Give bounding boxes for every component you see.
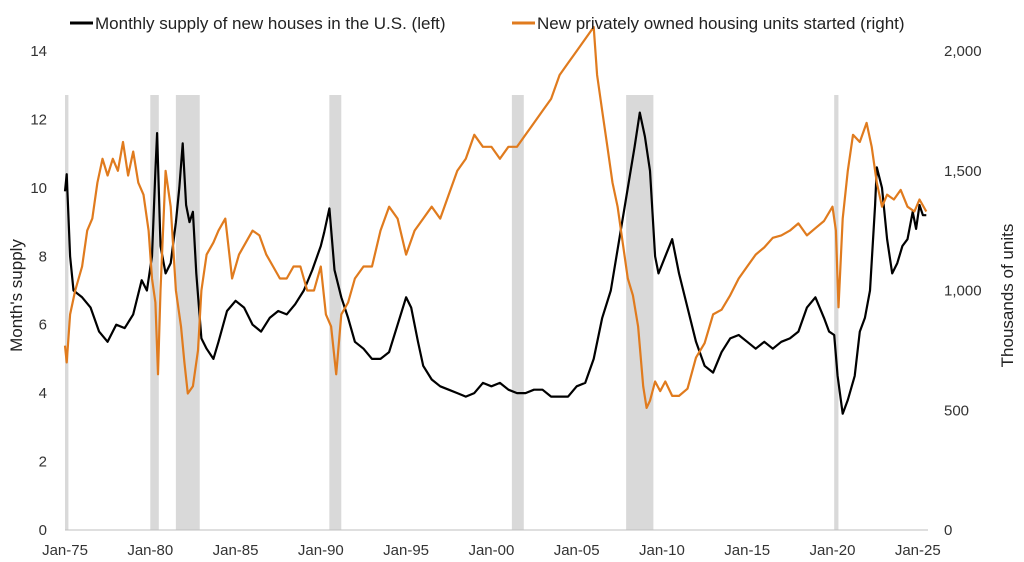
y-left-tick-label: 2 — [39, 454, 47, 471]
y-left-tick-label: 8 — [39, 248, 47, 265]
series-line-housing-starts — [63, 25, 928, 409]
y-left-tick-label: 14 — [30, 43, 47, 60]
recession-band-1 — [150, 95, 159, 530]
legend-label-months-supply: Monthly supply of new houses in the U.S.… — [95, 14, 446, 33]
recession-band-0 — [65, 95, 69, 530]
x-tick-label: Jan-25 — [895, 542, 941, 559]
y-left-tick-label: 4 — [39, 385, 47, 402]
x-tick-label: Jan-05 — [554, 542, 600, 559]
y-right-tick-label: 1,500 — [944, 163, 982, 180]
x-tick-label: Jan-85 — [213, 542, 259, 559]
x-tick-label: Jan-75 — [42, 542, 88, 559]
y-right-tick-label: 500 — [944, 402, 969, 419]
x-tick-label: Jan-20 — [810, 542, 856, 559]
recession-band-2 — [175, 95, 200, 530]
axes: Jan-75 Jan-80 Jan-85 Jan-90 Jan-95 Jan-00 Jan-… — [7, 43, 1017, 559]
series-line-months-supply — [63, 111, 927, 415]
y-right-tick-label: 2,000 — [944, 43, 982, 60]
y-left-tick-label: 10 — [30, 180, 47, 197]
y-right-tick-label: 0 — [944, 522, 952, 539]
y-right-tick-label: 1,000 — [944, 283, 982, 300]
x-tick-label: Jan-80 — [127, 542, 173, 559]
x-tick-label: Jan-00 — [468, 542, 514, 559]
x-tick-label: Jan-10 — [639, 542, 685, 559]
y-left-axis-title: Month's supply — [7, 239, 26, 352]
recession-band-3 — [329, 95, 342, 530]
x-tick-label: Jan-95 — [383, 542, 429, 559]
y-left-tick-label: 6 — [39, 317, 47, 334]
y-left-tick-label: 12 — [30, 111, 47, 128]
y-right-axis-title: Thousands of units — [998, 224, 1017, 368]
legend: Monthly supply of new houses in the U.S.… — [70, 14, 905, 33]
recession-band-6 — [834, 95, 839, 530]
x-tick-label: Jan-90 — [298, 542, 344, 559]
series-lines — [63, 25, 928, 415]
recession-band-4 — [511, 95, 524, 530]
legend-label-housing-starts: New privately owned housing units starte… — [537, 14, 905, 33]
x-tick-label: Jan-15 — [724, 542, 770, 559]
y-left-tick-label: 0 — [39, 522, 47, 539]
